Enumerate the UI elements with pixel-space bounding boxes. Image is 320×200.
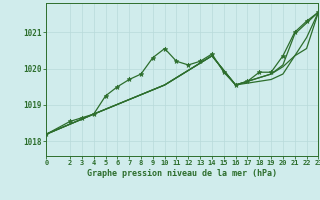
- X-axis label: Graphe pression niveau de la mer (hPa): Graphe pression niveau de la mer (hPa): [87, 169, 277, 178]
